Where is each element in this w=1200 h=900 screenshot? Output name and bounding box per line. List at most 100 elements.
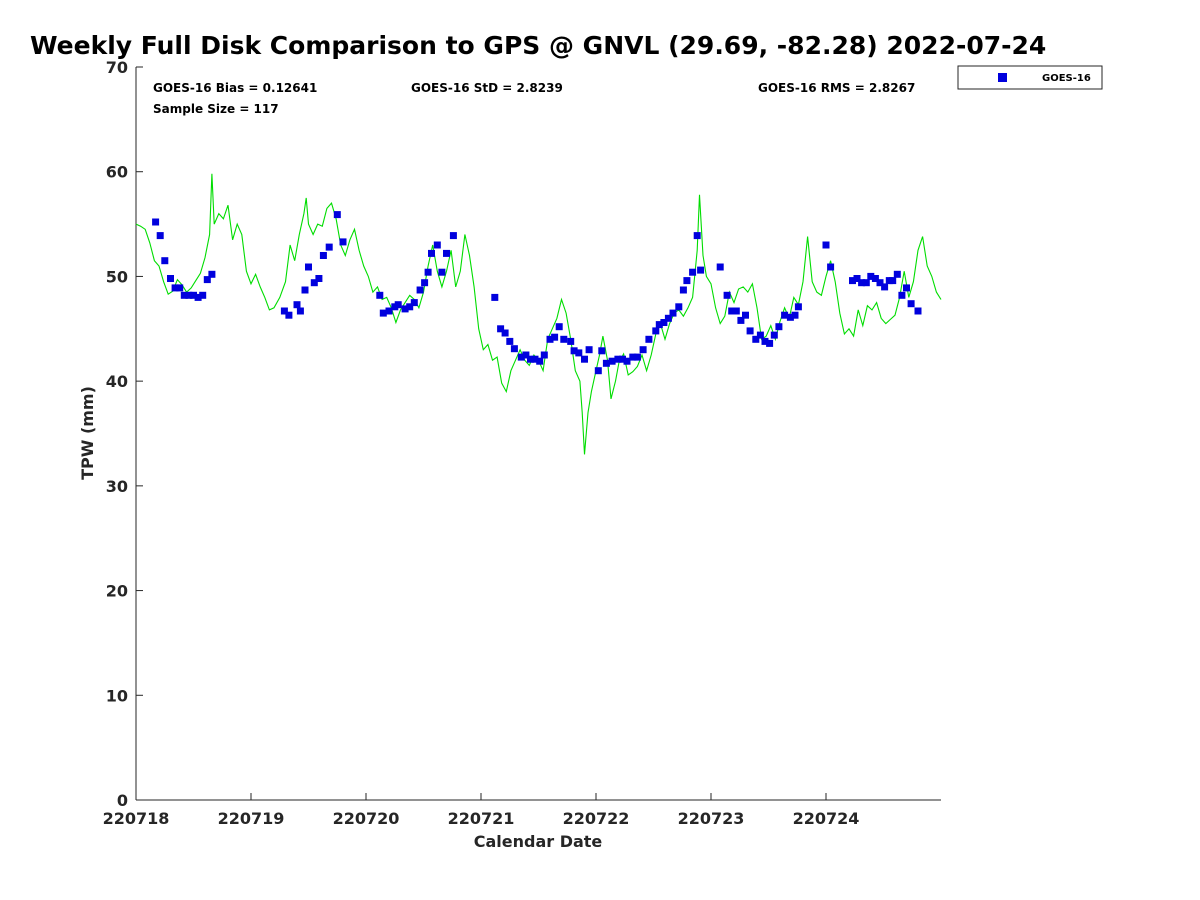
goes16-point [433, 241, 441, 249]
goes16-point [285, 311, 293, 319]
std-annotation: GOES-16 StD = 2.8239 [411, 81, 563, 95]
goes16-point [293, 301, 301, 309]
goes16-point [438, 268, 446, 276]
goes16-point [325, 243, 333, 251]
goes16-point [379, 309, 387, 317]
goes16-point [655, 321, 663, 329]
goes16-point [194, 293, 202, 301]
y-axis: 0 10 20 30 40 50 60 70 [106, 58, 143, 810]
goes16-point [424, 268, 432, 276]
goes16-point [199, 291, 207, 299]
chart-title: Weekly Full Disk Comparison to GPS @ GNV… [30, 31, 1046, 60]
goes16-point [510, 345, 518, 353]
goes16-point [761, 337, 769, 345]
goes16-point [903, 284, 910, 292]
goes16-point [416, 286, 424, 294]
goes16-point [406, 303, 414, 311]
goes16-point [546, 335, 554, 343]
goes16-point [540, 351, 548, 359]
goes16-point [575, 349, 583, 357]
legend-box [957, 65, 1103, 90]
goes16-point [907, 300, 915, 308]
goes16-point [867, 272, 875, 280]
goes16-point [310, 279, 318, 287]
goes16-point [602, 359, 610, 367]
x-tick-label: 220722 [563, 809, 630, 828]
legend: GOES-16 [957, 65, 1103, 90]
goes16-point [401, 305, 409, 313]
goes16-point [675, 303, 683, 311]
goes16-point [570, 347, 578, 355]
goes16-point [522, 351, 530, 359]
goes16-point [385, 307, 393, 315]
goes16-point [428, 249, 435, 257]
goes16-point [898, 291, 906, 299]
goes16-point [167, 275, 174, 282]
goes16-point [752, 335, 760, 343]
legend-marker-square [998, 73, 1007, 82]
goes16-point [633, 353, 641, 361]
goes16-point [689, 268, 697, 276]
goes16-point [506, 337, 514, 345]
goes16-point [664, 314, 672, 322]
goes16-point [531, 355, 539, 363]
goes16-point [497, 325, 505, 333]
x-tick-label: 220720 [333, 809, 400, 828]
goes16-point [152, 218, 160, 226]
y-tick-label: 60 [106, 163, 128, 182]
goes16-point [156, 232, 164, 240]
goes16-point [737, 316, 745, 324]
goes16-point [693, 232, 701, 240]
goes16-point [683, 277, 691, 285]
goes16-point [394, 301, 402, 309]
goes16-point [770, 331, 778, 339]
goes16-point [598, 347, 606, 355]
goes16-series [152, 211, 922, 375]
goes16-point [305, 263, 312, 271]
goes16-point [791, 311, 799, 319]
goes16-point [623, 357, 631, 365]
goes16-point [517, 353, 525, 361]
goes16-point [660, 319, 668, 326]
x-axis-label: Calendar Date [474, 832, 603, 851]
goes16-point [536, 357, 544, 365]
goes16-point [449, 232, 457, 240]
goes16-point [501, 329, 509, 337]
goes16-point [185, 291, 193, 299]
goes16-point [827, 263, 835, 271]
goes16-point [639, 346, 647, 354]
goes16-point [555, 323, 563, 331]
goes16-point [567, 337, 575, 345]
goes16-point [742, 311, 749, 319]
goes16-point [876, 279, 884, 287]
goes16-point [669, 309, 677, 317]
goes16-point [161, 257, 169, 265]
goes16-point [775, 323, 783, 331]
goes16-point [280, 307, 288, 315]
plot-area [135, 67, 941, 801]
goes16-point [858, 279, 866, 287]
x-tick-label: 220723 [678, 809, 745, 828]
goes16-point [889, 277, 897, 285]
sample-size-annotation: Sample Size = 117 [153, 102, 279, 116]
goes16-point [728, 307, 736, 315]
y-tick-label: 50 [106, 267, 128, 286]
goes16-point [443, 249, 450, 257]
goes16-point [629, 353, 637, 361]
goes16-point [822, 241, 830, 249]
goes16-point [619, 355, 626, 363]
goes16-point [853, 275, 861, 282]
goes16-point [849, 277, 856, 285]
goes16-point [551, 333, 559, 341]
goes16-point [581, 355, 588, 363]
goes16-point [594, 367, 602, 375]
goes16-point [176, 284, 184, 292]
goes16-point [190, 291, 197, 299]
goes16-point [914, 307, 922, 315]
goes16-point [301, 286, 309, 294]
goes16-point [679, 286, 687, 294]
x-tick-label: 220719 [218, 809, 285, 828]
goes16-point [208, 270, 216, 278]
x-tick-label: 220724 [793, 809, 860, 828]
